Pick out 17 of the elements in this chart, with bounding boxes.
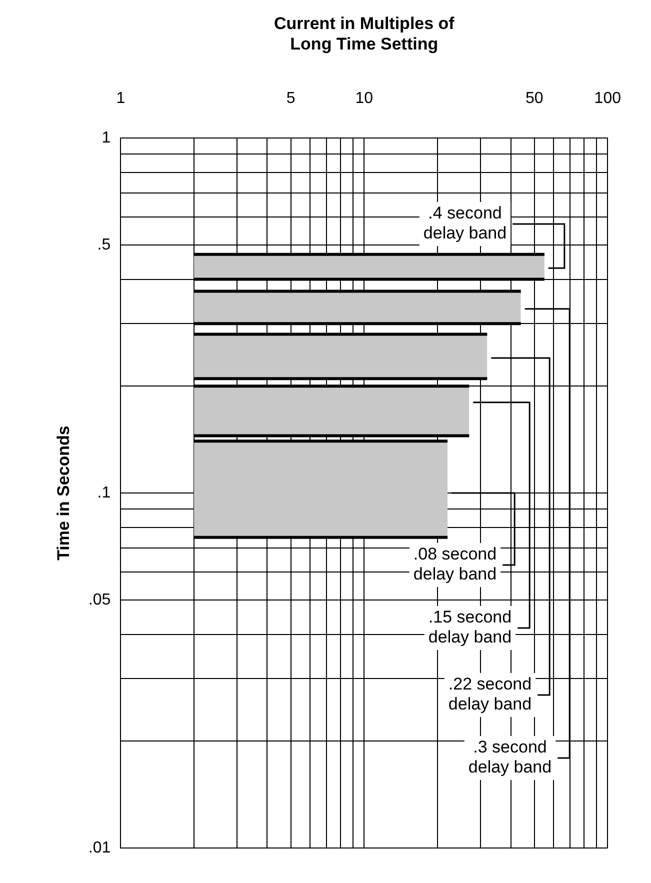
annotation: .22 second delay band <box>448 674 532 714</box>
y-tick-label: 1 <box>102 129 111 146</box>
y-tick-label: .01 <box>88 839 111 856</box>
x-tick-label: 100 <box>594 90 622 107</box>
annotation: .4 second delay band <box>423 204 507 243</box>
x-tick-label: 50 <box>525 90 544 107</box>
annotation: .08 second delay band <box>413 544 497 584</box>
x-tick-label: 10 <box>355 90 374 107</box>
x-tick-label: 1 <box>116 90 126 107</box>
y-tick-label: .1 <box>97 484 111 502</box>
y-tick-label: .5 <box>97 236 111 254</box>
y-tick-label: .05 <box>88 591 111 608</box>
x-tick-label: 5 <box>286 90 296 107</box>
annotation: .3 second delay band <box>468 738 552 777</box>
y-axis-title: Time in Seconds <box>54 426 73 560</box>
annotation: .15 second delay band <box>428 608 512 647</box>
x-axis-title: Current in Multiples of Long Time Setting <box>274 14 455 54</box>
